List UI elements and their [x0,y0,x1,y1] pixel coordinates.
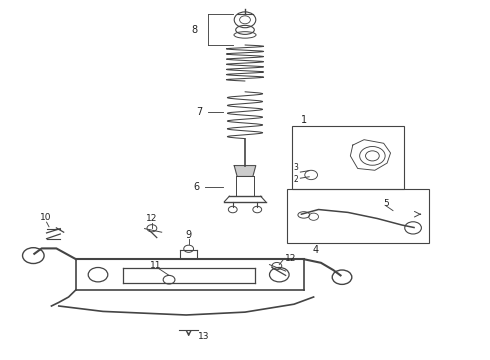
Text: 6: 6 [193,182,199,192]
Text: 1: 1 [301,114,307,125]
Text: 4: 4 [313,245,319,255]
Bar [287,189,429,243]
Text: 12: 12 [285,254,296,263]
Text: 8: 8 [192,24,197,35]
Polygon shape [234,166,256,176]
Text: 2: 2 [293,175,298,184]
Text: 12: 12 [146,215,158,223]
Text: 9: 9 [186,230,192,240]
Text: 7: 7 [196,107,202,117]
Text: 13: 13 [197,332,209,341]
Text: 3: 3 [293,163,298,172]
Text: 10: 10 [40,213,51,222]
Bar [292,126,404,189]
Text: 5: 5 [383,199,389,208]
Text: 11: 11 [149,261,161,270]
